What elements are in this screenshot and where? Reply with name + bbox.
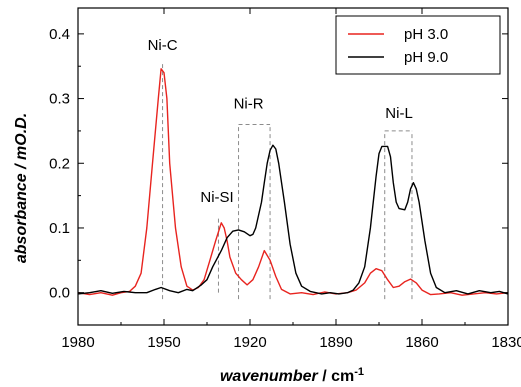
- annotation-label-2: Ni-SI: [200, 189, 233, 206]
- y-tick-label-2: 0.2: [49, 155, 70, 172]
- x-tick-label-3: 1890: [319, 334, 352, 351]
- annotation-label-0: Ni-C: [148, 37, 178, 54]
- peak-annotations: Ni-C Ni-R Ni-SI Ni-L: [148, 37, 413, 206]
- legend-label-0: pH 3.0: [404, 26, 448, 43]
- series-line-1: [77, 144, 509, 295]
- x-tick-label-1: 1950: [147, 334, 180, 351]
- legend: pH 3.0 pH 9.0: [335, 15, 501, 75]
- x-axis-title: wavenumber / cm-1: [220, 366, 364, 385]
- x-tick-label-4: 1860: [405, 334, 438, 351]
- annotation-label-3: Ni-L: [385, 105, 413, 122]
- x-tick-label-2: 1920: [233, 334, 266, 351]
- y-tick-label-3: 0.3: [49, 91, 70, 108]
- series-line-0: [77, 68, 509, 296]
- legend-label-1: pH 9.0: [404, 49, 448, 66]
- axes: 1980 1950 1920 1890 1860 1830 0.0 0.1 0.2 0.3 0.4: [49, 7, 521, 351]
- y-tick-label-1: 0.1: [49, 220, 70, 237]
- legend-box: [335, 15, 501, 75]
- series-lines: [77, 68, 509, 296]
- y-axis-title: absorbance / mO.D.: [13, 113, 30, 263]
- annotation-label-1: Ni-R: [234, 95, 264, 112]
- y-tick-label-0: 0.0: [49, 285, 70, 302]
- x-tick-label-0: 1980: [61, 334, 94, 351]
- reference-lines: [162, 62, 413, 300]
- y-tick-label-4: 0.4: [49, 26, 70, 43]
- x-tick-label-5: 1830: [491, 334, 521, 351]
